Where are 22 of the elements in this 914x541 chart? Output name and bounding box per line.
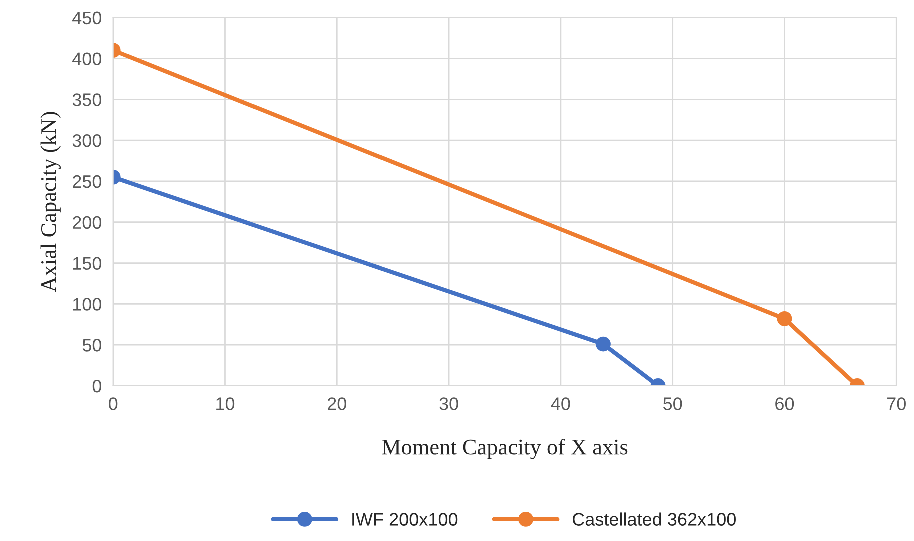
y-tick-label: 450 bbox=[72, 12, 102, 25]
x-tick-label: 10 bbox=[216, 398, 235, 410]
x-tick-label: 40 bbox=[551, 398, 570, 410]
y-axis-title: Axial Capacity (kN) bbox=[40, 112, 61, 292]
x-tick-label: 30 bbox=[440, 398, 458, 410]
x-axis-title: Moment Capacity of X axis bbox=[382, 438, 628, 460]
x-tick-label: 60 bbox=[776, 398, 794, 410]
y-tick-label: 400 bbox=[72, 52, 102, 66]
x-tick-label: 50 bbox=[664, 398, 682, 410]
y-tick-label: 150 bbox=[73, 257, 102, 270]
y-tick-label: 50 bbox=[82, 339, 102, 352]
y-tick-label: 100 bbox=[73, 298, 102, 311]
y-tick-label: 350 bbox=[72, 94, 102, 106]
y-tick-label: 300 bbox=[72, 134, 102, 148]
x-tick-label: 20 bbox=[328, 398, 346, 410]
x-tick-label: 70 bbox=[888, 398, 906, 410]
y-tick-label: 250 bbox=[73, 175, 102, 188]
x-tick-label: 0 bbox=[109, 398, 118, 410]
y-tick-label: 200 bbox=[73, 216, 102, 230]
y-tick-label: 0 bbox=[92, 380, 102, 393]
legend-label: Castellated 362x100 bbox=[572, 512, 736, 526]
legend-label: IWF 200x100 bbox=[352, 513, 458, 526]
